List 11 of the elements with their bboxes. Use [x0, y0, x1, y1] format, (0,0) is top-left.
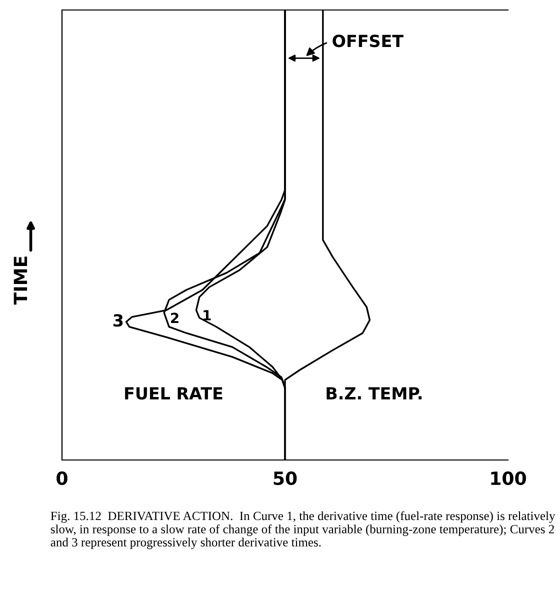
x-tick-label: 50: [274, 471, 297, 486]
y-axis-title: TIME: [14, 256, 28, 305]
annotation: FUEL RATE: [125, 387, 222, 400]
annotation: 3: [114, 314, 123, 327]
caption: Fig. 15.12 DERIVATIVE ACTION. In Curve 1, the derivative time (fuel-rate response) is relatively slow, in response to a slow rate of change of the input variable (burning-zone temperature); Curves 2 and 3 represent progressively shorter derivative times.: [50, 511, 556, 550]
annotation: B.Z. TEMP.: [326, 387, 422, 400]
annotation: OFFSET: [332, 34, 404, 48]
x-tick-label: 0: [56, 471, 68, 486]
x-tick-label: 100: [491, 471, 526, 486]
annotation: 2: [171, 312, 178, 323]
annotation: 1: [204, 310, 211, 320]
